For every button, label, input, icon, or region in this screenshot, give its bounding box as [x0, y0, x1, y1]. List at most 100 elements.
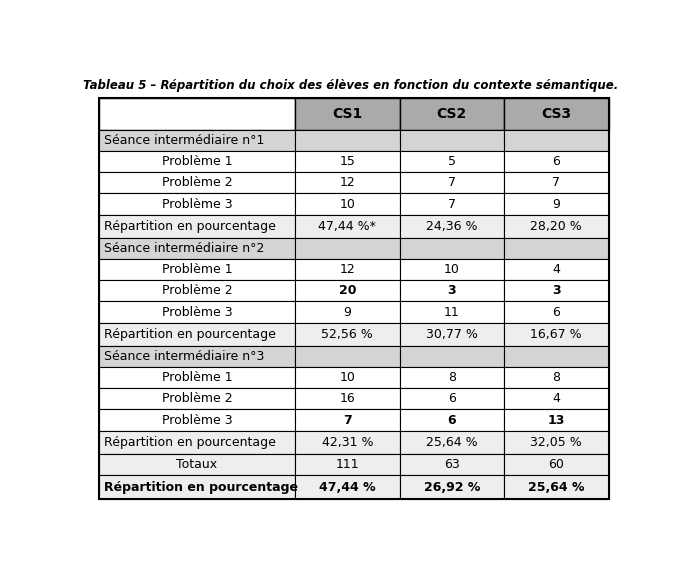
Bar	[399, 280, 504, 301]
Text: 4: 4	[552, 263, 560, 276]
Text: Répartition en pourcentage: Répartition en pourcentage	[104, 436, 276, 449]
Text: 28,20 %: 28,20 %	[530, 220, 582, 233]
Bar	[295, 98, 399, 129]
Text: 6: 6	[447, 413, 456, 427]
Text: Problème 3: Problème 3	[162, 413, 232, 427]
Bar	[399, 454, 504, 475]
Bar	[99, 129, 295, 151]
Text: 13: 13	[547, 413, 565, 427]
Bar	[504, 129, 608, 151]
Bar	[295, 409, 399, 431]
Bar	[99, 237, 295, 259]
Text: 15: 15	[339, 155, 356, 168]
Text: 24,36 %: 24,36 %	[426, 220, 477, 233]
Text: Répartition en pourcentage: Répartition en pourcentage	[104, 220, 276, 233]
Text: Tableau 5 – Répartition du choix des élèves en fonction du contexte sémantique.: Tableau 5 – Répartition du choix des élè…	[84, 79, 619, 92]
Bar	[399, 151, 504, 172]
Bar	[399, 346, 504, 367]
Bar	[295, 280, 399, 301]
Bar	[399, 172, 504, 193]
Text: Séance intermédiaire n°2: Séance intermédiaire n°2	[104, 242, 264, 255]
Text: Séance intermédiaire n°3: Séance intermédiaire n°3	[104, 350, 264, 363]
Text: 8: 8	[448, 371, 456, 384]
Bar	[99, 367, 295, 388]
Text: 7: 7	[448, 177, 456, 189]
Text: Séance intermédiaire n°1: Séance intermédiaire n°1	[104, 134, 264, 147]
Bar	[295, 475, 399, 499]
Text: 16,67 %: 16,67 %	[530, 328, 582, 341]
Text: 63: 63	[444, 458, 460, 471]
Bar	[504, 323, 608, 346]
Text: Problème 2: Problème 2	[162, 177, 232, 189]
Text: 10: 10	[339, 371, 356, 384]
Bar	[399, 129, 504, 151]
Bar	[399, 323, 504, 346]
Bar	[399, 475, 504, 499]
Bar	[399, 193, 504, 214]
Bar	[504, 259, 608, 280]
Text: Problème 1: Problème 1	[162, 263, 232, 276]
Bar	[399, 98, 504, 129]
Bar	[99, 475, 295, 499]
Text: Problème 2: Problème 2	[162, 284, 232, 297]
Bar	[99, 172, 295, 193]
Text: 11: 11	[444, 305, 460, 319]
Bar	[295, 367, 399, 388]
Bar	[99, 346, 295, 367]
Text: 25,64 %: 25,64 %	[426, 436, 477, 449]
Bar	[295, 129, 399, 151]
Text: 4: 4	[552, 392, 560, 405]
Bar	[504, 346, 608, 367]
Text: 25,64 %: 25,64 %	[528, 481, 584, 494]
Bar	[295, 259, 399, 280]
Bar	[99, 301, 295, 323]
Bar	[295, 172, 399, 193]
Text: 30,77 %: 30,77 %	[426, 328, 477, 341]
Bar	[504, 454, 608, 475]
Text: 3: 3	[447, 284, 456, 297]
Text: Problème 2: Problème 2	[162, 392, 232, 405]
Bar	[399, 388, 504, 409]
Bar	[504, 98, 608, 129]
Text: 7: 7	[448, 198, 456, 210]
Text: Problème 3: Problème 3	[162, 305, 232, 319]
Bar	[504, 172, 608, 193]
Bar	[399, 431, 504, 454]
Text: 8: 8	[552, 371, 560, 384]
Bar	[99, 454, 295, 475]
Text: 3: 3	[552, 284, 560, 297]
Text: 6: 6	[552, 155, 560, 168]
Text: 9: 9	[552, 198, 560, 210]
Bar	[504, 214, 608, 237]
Bar	[99, 214, 295, 237]
Bar	[504, 280, 608, 301]
Bar	[99, 98, 295, 129]
Text: Problème 1: Problème 1	[162, 155, 232, 168]
Text: 16: 16	[340, 392, 356, 405]
Bar	[504, 388, 608, 409]
Text: 10: 10	[339, 198, 356, 210]
Text: 52,56 %: 52,56 %	[321, 328, 373, 341]
Bar	[99, 259, 295, 280]
Text: 12: 12	[340, 263, 356, 276]
Bar	[295, 301, 399, 323]
Text: Problème 1: Problème 1	[162, 371, 232, 384]
Bar	[295, 237, 399, 259]
Bar	[295, 454, 399, 475]
Text: 42,31 %: 42,31 %	[321, 436, 373, 449]
Text: CS1: CS1	[332, 107, 362, 121]
Text: 9: 9	[343, 305, 351, 319]
Bar	[504, 475, 608, 499]
Bar	[295, 323, 399, 346]
Text: Problème 3: Problème 3	[162, 198, 232, 210]
Text: 7: 7	[552, 177, 560, 189]
Bar	[504, 301, 608, 323]
Text: 47,44 %: 47,44 %	[319, 481, 375, 494]
Text: 60: 60	[549, 458, 564, 471]
Bar	[504, 431, 608, 454]
Bar	[504, 409, 608, 431]
Text: Répartition en pourcentage: Répartition en pourcentage	[104, 481, 298, 494]
Bar	[99, 151, 295, 172]
Text: 111: 111	[336, 458, 359, 471]
Text: CS3: CS3	[541, 107, 571, 121]
